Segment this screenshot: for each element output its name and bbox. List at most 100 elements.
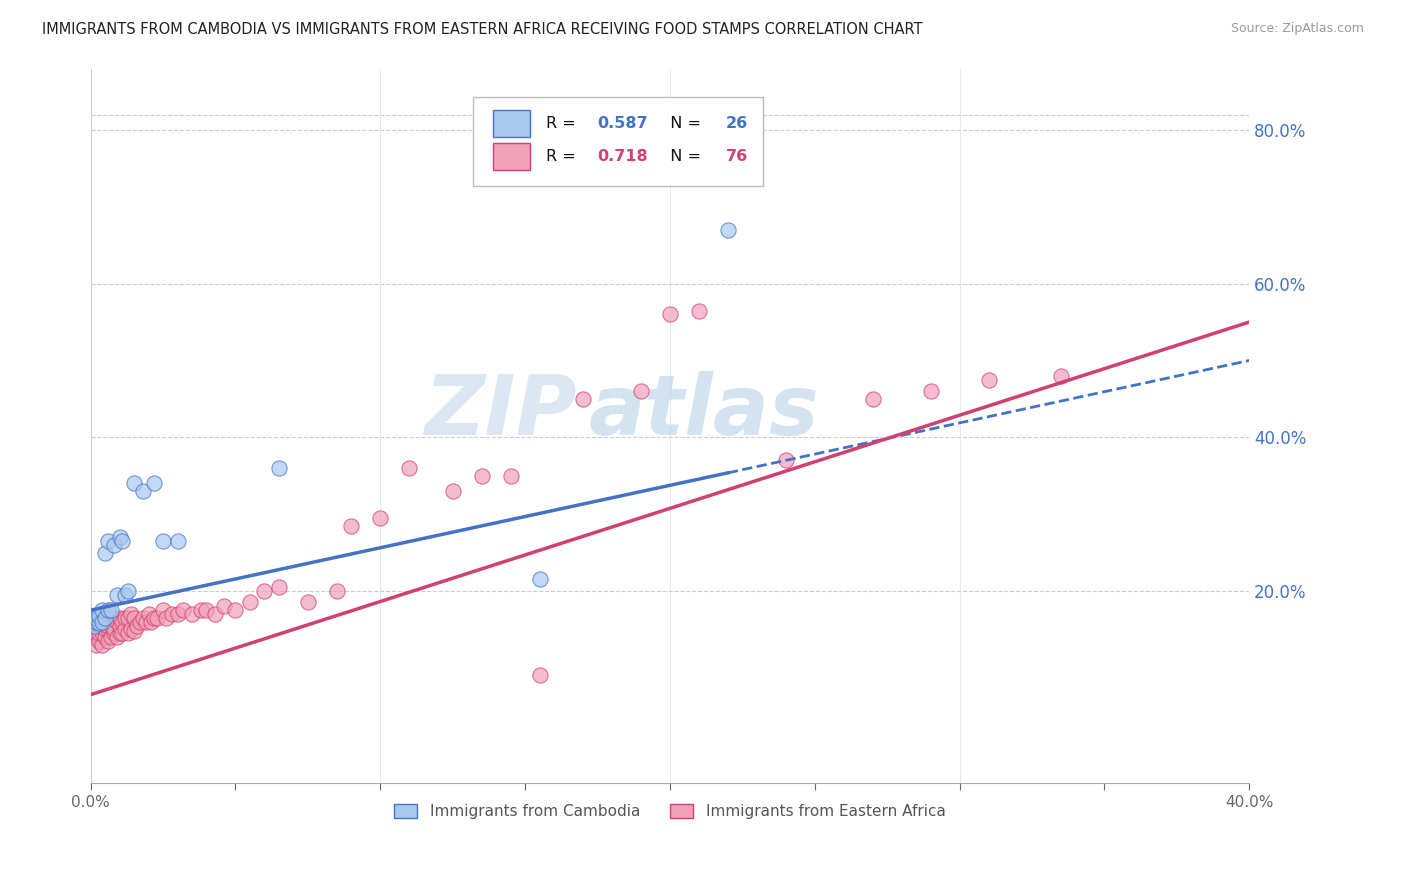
Point: [86, 626, 108, 640]
Point: [89, 608, 111, 623]
Text: 26: 26: [725, 116, 748, 131]
Point: [108, 618, 131, 632]
Point: [368, 511, 391, 525]
Point: [166, 607, 188, 621]
Point: [120, 623, 142, 637]
Point: [138, 607, 160, 621]
Text: 0.718: 0.718: [598, 149, 648, 164]
Text: atlas: atlas: [589, 371, 820, 452]
Point: [717, 223, 740, 237]
Point: [83, 618, 105, 632]
Point: [132, 611, 155, 625]
Point: [97, 634, 120, 648]
Point: [100, 615, 122, 629]
Point: [86, 638, 108, 652]
Text: IMMIGRANTS FROM CAMBODIA VS IMMIGRANTS FROM EASTERN AFRICA RECEIVING FOOD STAMPS: IMMIGRANTS FROM CAMBODIA VS IMMIGRANTS F…: [42, 22, 922, 37]
FancyBboxPatch shape: [472, 97, 762, 186]
Point: [100, 618, 122, 632]
Point: [94, 611, 117, 625]
Point: [146, 611, 169, 625]
Point: [152, 534, 174, 549]
Point: [775, 453, 797, 467]
Point: [103, 623, 125, 637]
Point: [94, 545, 117, 559]
Point: [94, 623, 117, 637]
Text: R =: R =: [546, 116, 581, 131]
Text: N =: N =: [659, 116, 706, 131]
Point: [122, 611, 145, 625]
Point: [141, 615, 163, 629]
Point: [100, 603, 122, 617]
Point: [529, 573, 551, 587]
Point: [114, 588, 136, 602]
Point: [91, 618, 114, 632]
Point: [267, 461, 290, 475]
Point: [152, 603, 174, 617]
Point: [105, 615, 128, 629]
Point: [91, 615, 114, 629]
Point: [471, 468, 494, 483]
Point: [862, 392, 884, 406]
Point: [111, 615, 134, 629]
Point: [89, 626, 111, 640]
Point: [91, 626, 114, 640]
Point: [120, 607, 142, 621]
Text: 0.587: 0.587: [598, 116, 648, 131]
Point: [103, 611, 125, 625]
Point: [688, 303, 710, 318]
Point: [117, 611, 139, 625]
Point: [89, 616, 111, 631]
Point: [100, 630, 122, 644]
Text: N =: N =: [659, 149, 706, 164]
Text: ZIP: ZIP: [425, 371, 578, 452]
Point: [253, 584, 276, 599]
Point: [630, 384, 652, 399]
Point: [114, 623, 136, 637]
Point: [1050, 368, 1073, 383]
Point: [111, 626, 134, 640]
Point: [340, 518, 363, 533]
Bar: [492, 110, 530, 137]
Point: [212, 599, 235, 614]
Legend: Immigrants from Cambodia, Immigrants from Eastern Africa: Immigrants from Cambodia, Immigrants fro…: [388, 798, 952, 825]
Point: [86, 615, 108, 629]
Point: [86, 611, 108, 625]
Text: Source: ZipAtlas.com: Source: ZipAtlas.com: [1230, 22, 1364, 36]
Point: [97, 603, 120, 617]
Point: [103, 538, 125, 552]
Point: [83, 630, 105, 644]
Point: [398, 461, 420, 475]
Point: [122, 624, 145, 638]
Point: [572, 392, 595, 406]
Point: [97, 534, 120, 549]
Point: [114, 611, 136, 625]
Point: [89, 634, 111, 648]
Point: [920, 384, 942, 399]
Point: [155, 611, 177, 625]
Point: [122, 476, 145, 491]
Point: [224, 603, 246, 617]
Point: [117, 584, 139, 599]
Point: [297, 595, 319, 609]
Point: [111, 534, 134, 549]
Point: [135, 615, 157, 629]
Point: [128, 615, 150, 629]
Point: [195, 603, 218, 617]
Text: 76: 76: [725, 149, 748, 164]
Point: [94, 615, 117, 629]
Point: [89, 618, 111, 632]
Point: [108, 626, 131, 640]
Point: [91, 603, 114, 617]
Point: [143, 611, 166, 625]
Point: [181, 607, 204, 621]
Point: [97, 623, 120, 637]
Point: [91, 638, 114, 652]
Point: [108, 611, 131, 625]
Point: [239, 595, 262, 609]
Point: [143, 476, 166, 491]
Point: [103, 626, 125, 640]
Point: [166, 534, 188, 549]
Point: [172, 603, 194, 617]
Point: [326, 584, 349, 599]
Point: [105, 588, 128, 602]
